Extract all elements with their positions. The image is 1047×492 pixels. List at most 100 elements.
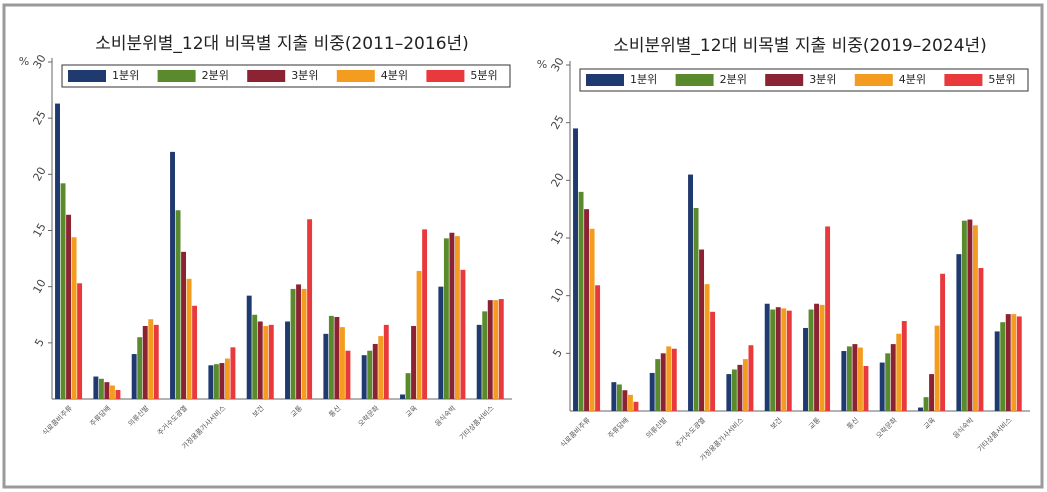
bar xyxy=(460,269,466,399)
x-tick-label: 교통 xyxy=(807,416,822,431)
bar xyxy=(411,325,417,399)
legend-swatch xyxy=(854,74,893,86)
bar xyxy=(400,394,405,399)
bar xyxy=(819,304,825,411)
bar xyxy=(405,373,411,399)
y-axis-label: % xyxy=(19,55,29,68)
x-tick-label: 기타상품서비스 xyxy=(975,415,1014,454)
bar xyxy=(498,299,504,399)
bar xyxy=(573,128,578,411)
y-tick-label: 5 xyxy=(550,347,565,360)
x-tick-label: 음식숙박 xyxy=(951,415,976,440)
bar xyxy=(918,407,923,411)
legend-label: 4분위 xyxy=(381,69,408,82)
bar xyxy=(77,283,83,399)
x-tick-label: 오락문화 xyxy=(357,404,381,428)
bar xyxy=(929,374,935,411)
bar xyxy=(482,311,488,399)
bar xyxy=(655,359,661,411)
bar xyxy=(131,354,137,399)
bar xyxy=(192,305,198,399)
bar xyxy=(383,324,389,399)
x-tick-label: 통신 xyxy=(327,403,342,418)
bar xyxy=(378,336,384,399)
legend-label: 2분위 xyxy=(720,73,747,86)
bar xyxy=(863,366,869,411)
bar xyxy=(98,378,104,399)
y-tick-label: 25 xyxy=(30,109,48,128)
x-tick-label: 음식숙박 xyxy=(433,403,458,428)
bar xyxy=(940,273,946,411)
legend-swatch xyxy=(675,74,714,86)
bar xyxy=(301,288,307,399)
bar xyxy=(666,346,672,411)
bar xyxy=(649,372,655,411)
bar xyxy=(339,327,345,399)
bar xyxy=(731,369,737,411)
bar xyxy=(748,345,754,411)
bar xyxy=(246,295,252,399)
bar xyxy=(846,346,852,411)
bar xyxy=(808,309,814,411)
x-tick-label: 주거수도광열 xyxy=(155,403,189,437)
frame xyxy=(2,3,1044,489)
bar xyxy=(476,324,482,399)
bar xyxy=(224,358,230,399)
bar xyxy=(814,303,820,411)
legend-swatch xyxy=(68,70,106,82)
bar xyxy=(285,321,290,399)
bar xyxy=(737,364,743,411)
bar xyxy=(688,174,693,411)
bar xyxy=(296,284,302,399)
legend-label: 2분위 xyxy=(202,69,229,82)
bar xyxy=(885,353,891,411)
bar xyxy=(323,333,329,399)
bar xyxy=(55,103,60,400)
bar xyxy=(595,285,601,411)
legend-swatch xyxy=(157,70,196,82)
bar xyxy=(578,191,584,411)
legend-swatch xyxy=(944,74,983,86)
bar xyxy=(454,236,460,399)
bar xyxy=(153,324,159,399)
legend-label: 1분위 xyxy=(630,73,657,86)
bar xyxy=(170,151,175,399)
bar xyxy=(345,350,351,399)
bar xyxy=(852,344,858,411)
bar xyxy=(901,321,907,411)
x-tick-label: 의류신발 xyxy=(126,403,151,428)
bar xyxy=(1005,314,1011,411)
x-tick-label: 주거수도광열 xyxy=(673,415,707,449)
bar xyxy=(710,311,716,411)
bar xyxy=(742,359,748,411)
chart-title: 소비분위별_12대 비목별 지출 비중(2019–2024년) xyxy=(613,36,987,56)
bar xyxy=(786,310,792,411)
x-tick-label: 교육 xyxy=(922,416,937,431)
chart-title: 소비분위별_12대 비목별 지출 비중(2011–2016년) xyxy=(95,34,469,54)
bar xyxy=(857,347,863,411)
y-tick-label: 20 xyxy=(30,165,48,184)
x-tick-label: 보건 xyxy=(250,403,265,418)
bar xyxy=(622,390,628,411)
bar xyxy=(449,232,455,399)
bar xyxy=(60,183,66,399)
x-tick-label: 식료품비주류 xyxy=(558,415,592,449)
bar xyxy=(879,362,885,411)
bar xyxy=(186,278,192,399)
bar xyxy=(290,288,296,399)
y-tick-label: 30 xyxy=(548,55,566,74)
bar xyxy=(633,401,639,411)
bar xyxy=(219,363,225,399)
x-tick-label: 통신 xyxy=(845,415,860,430)
bar xyxy=(1016,316,1022,411)
bar xyxy=(328,315,334,399)
bar xyxy=(994,331,1000,411)
bar xyxy=(443,238,449,399)
legend-label: 1분위 xyxy=(112,69,139,82)
bar xyxy=(93,376,99,399)
legend-label: 3분위 xyxy=(291,69,318,82)
bar xyxy=(660,353,666,411)
bar xyxy=(825,226,831,411)
bar xyxy=(584,209,590,411)
